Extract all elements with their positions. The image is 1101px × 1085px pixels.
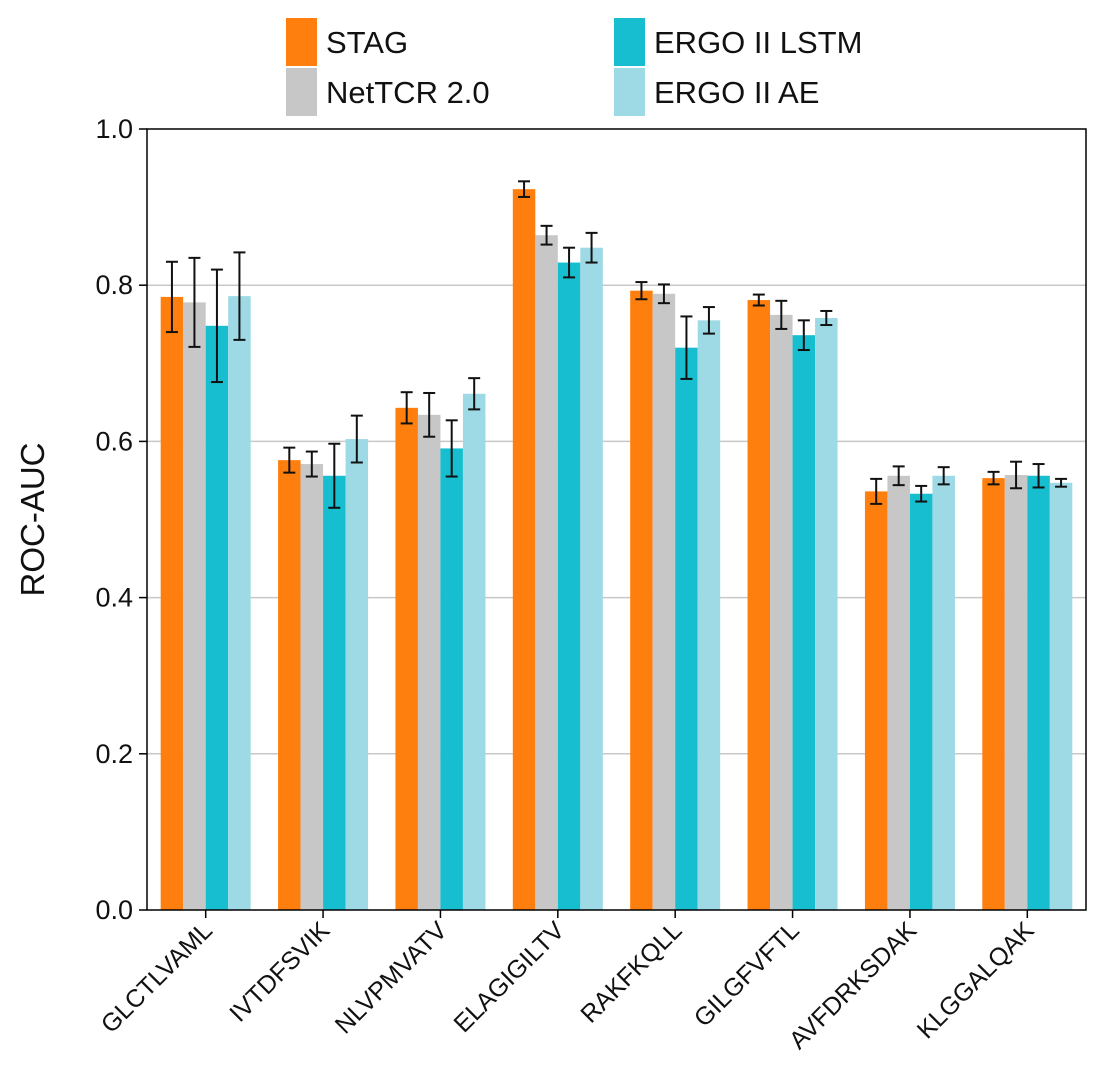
x-tick-label: RAKFKQLL bbox=[575, 916, 687, 1028]
y-tick-label: 0.6 bbox=[95, 426, 133, 456]
x-tick-label: AVFDRKSDAK bbox=[784, 916, 923, 1055]
bar bbox=[630, 290, 653, 910]
bar bbox=[747, 300, 771, 910]
y-tick-label: 0.0 bbox=[95, 895, 133, 925]
bar bbox=[535, 235, 558, 910]
bar bbox=[183, 302, 206, 911]
y-tick-label: 0.4 bbox=[95, 583, 133, 613]
bar bbox=[909, 493, 933, 910]
plot-frame bbox=[146, 128, 1087, 911]
y-tick-label: 0.8 bbox=[95, 270, 133, 300]
legend-label: NetTCR 2.0 bbox=[326, 75, 490, 110]
bar bbox=[932, 475, 955, 910]
bar bbox=[300, 464, 324, 910]
bar bbox=[1004, 474, 1028, 910]
bar bbox=[345, 439, 369, 910]
bar bbox=[160, 296, 184, 910]
legend-swatch bbox=[614, 68, 645, 116]
bar bbox=[982, 478, 1005, 910]
bar bbox=[580, 247, 603, 910]
bar bbox=[440, 448, 463, 910]
bar bbox=[815, 318, 838, 910]
legend-swatch bbox=[614, 18, 645, 66]
x-tick-label: IVTDFSVIK bbox=[224, 916, 335, 1027]
bar bbox=[205, 325, 229, 910]
legend-swatch bbox=[286, 18, 317, 66]
x-tick-label: GILGFVFTL bbox=[689, 916, 805, 1032]
bar bbox=[1027, 475, 1050, 910]
legend: STAG NetTCR 2.0 ERGO II LSTM ERGO II AE bbox=[286, 18, 862, 116]
bar bbox=[1049, 482, 1073, 910]
y-axis-label: ROC-AUC bbox=[14, 443, 51, 597]
error-bars bbox=[165, 180, 1068, 509]
legend-swatch bbox=[286, 68, 317, 116]
legend-label: ERGO II LSTM bbox=[654, 25, 862, 60]
bar bbox=[887, 475, 910, 910]
bar bbox=[652, 293, 676, 910]
bar bbox=[770, 314, 793, 910]
y-tick-label: 0.2 bbox=[95, 739, 133, 769]
x-tick-label: GLCTLVAML bbox=[96, 916, 218, 1038]
bar bbox=[278, 460, 301, 910]
bar bbox=[395, 407, 418, 910]
y-axis: 0.0 0.2 0.4 0.6 0.8 1.0 bbox=[95, 114, 147, 925]
legend-label: ERGO II AE bbox=[654, 75, 819, 110]
bar bbox=[512, 189, 536, 911]
bar bbox=[864, 491, 888, 910]
x-tick-label: ELAGIGILTV bbox=[448, 916, 570, 1038]
bar bbox=[697, 320, 721, 911]
bar bbox=[557, 262, 581, 910]
bars bbox=[160, 189, 1073, 911]
y-tick-label: 1.0 bbox=[95, 114, 133, 144]
legend-label: STAG bbox=[326, 25, 408, 60]
bar bbox=[675, 347, 698, 910]
bar bbox=[323, 475, 346, 910]
x-tick-label: KLGGALQAK bbox=[912, 916, 1040, 1044]
bar bbox=[228, 296, 251, 910]
bar bbox=[792, 335, 816, 911]
x-tick-label: NLVPMVATV bbox=[330, 916, 453, 1039]
bar bbox=[462, 393, 486, 910]
bar bbox=[417, 414, 441, 910]
